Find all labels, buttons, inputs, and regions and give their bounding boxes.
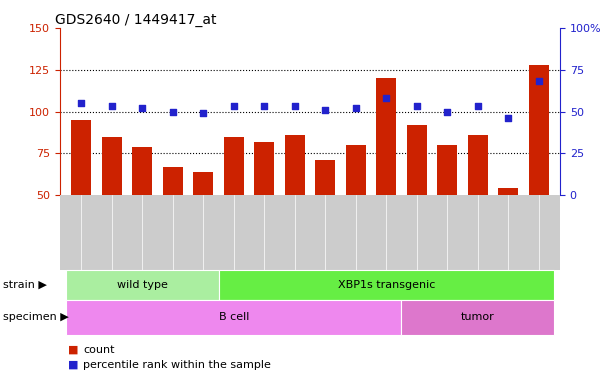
Point: [442, 108, 452, 114]
Text: percentile rank within the sample: percentile rank within the sample: [83, 360, 271, 370]
Point: [107, 103, 117, 109]
Point: [198, 110, 208, 116]
Bar: [498, 188, 518, 195]
Text: specimen ▶: specimen ▶: [3, 313, 69, 323]
Point: [320, 107, 330, 113]
Text: ■: ■: [68, 345, 82, 355]
Text: strain ▶: strain ▶: [3, 280, 47, 290]
Bar: [407, 125, 427, 195]
Bar: [224, 137, 243, 195]
Bar: [72, 120, 91, 195]
Text: count: count: [83, 345, 115, 355]
Bar: [529, 65, 549, 195]
Bar: [438, 145, 457, 195]
Bar: [194, 172, 213, 195]
Bar: [346, 145, 365, 195]
Point: [138, 105, 147, 111]
Bar: [285, 135, 305, 195]
Point: [290, 103, 299, 109]
Text: XBP1s transgenic: XBP1s transgenic: [338, 280, 435, 290]
Point: [534, 78, 543, 84]
Bar: [254, 142, 274, 195]
Text: ■: ■: [68, 360, 82, 370]
Point: [260, 103, 269, 109]
Point: [412, 103, 421, 109]
Text: wild type: wild type: [117, 280, 168, 290]
Point: [168, 108, 178, 114]
Text: tumor: tumor: [461, 313, 495, 323]
Bar: [376, 78, 396, 195]
Bar: [163, 167, 183, 195]
Point: [504, 115, 513, 121]
Bar: [316, 160, 335, 195]
Point: [229, 103, 239, 109]
Point: [473, 103, 483, 109]
Bar: [468, 135, 487, 195]
Bar: [132, 147, 152, 195]
Text: B cell: B cell: [219, 313, 249, 323]
Point: [351, 105, 361, 111]
Text: GDS2640 / 1449417_at: GDS2640 / 1449417_at: [55, 13, 216, 27]
Point: [76, 100, 86, 106]
Point: [382, 95, 391, 101]
Bar: [102, 137, 122, 195]
